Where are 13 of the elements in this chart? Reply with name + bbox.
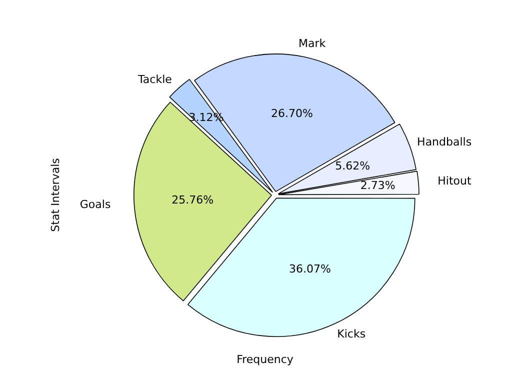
slice-label: Kicks (337, 327, 366, 340)
slice-label: Handballs (417, 135, 472, 148)
slice-label: Goals (80, 198, 111, 212)
data-label: 26.70% (271, 107, 313, 120)
slice-label: Hitout (438, 174, 472, 188)
text: Stat Intervals (48, 158, 62, 232)
data-label: 5.62% (335, 160, 370, 173)
slice-label: Tackle (137, 72, 172, 86)
data-label: 2.73% (360, 179, 396, 192)
slice-label: Mark (298, 37, 326, 50)
text: Frequency (236, 352, 294, 366)
data-label: 25.76% (172, 193, 214, 206)
data-label: 36.07% (289, 262, 331, 276)
